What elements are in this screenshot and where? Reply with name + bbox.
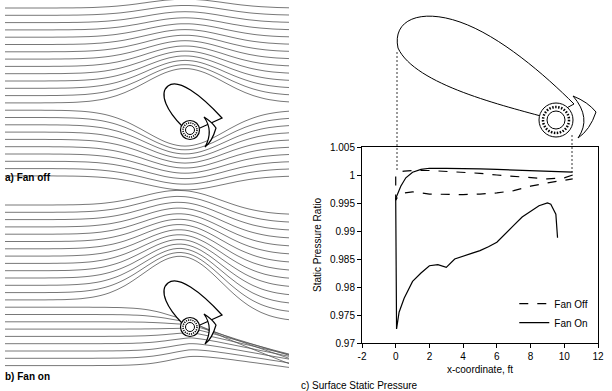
svg-text:0.97: 0.97	[336, 338, 356, 349]
svg-text:8: 8	[528, 351, 534, 362]
svg-text:Static Pressure Ratio: Static Pressure Ratio	[312, 198, 323, 292]
svg-text:c) Surface Static Pressure: c) Surface Static Pressure	[301, 380, 418, 391]
svg-text:6: 6	[494, 351, 500, 362]
svg-text:0.995: 0.995	[330, 198, 355, 209]
svg-text:b) Fan on: b) Fan on	[5, 371, 50, 382]
svg-text:1.005: 1.005	[330, 142, 355, 153]
svg-text:4: 4	[460, 351, 466, 362]
svg-text:0.975: 0.975	[330, 310, 355, 321]
svg-text:2: 2	[427, 351, 433, 362]
svg-text:Fan On: Fan On	[554, 318, 587, 329]
svg-text:12: 12	[592, 351, 604, 362]
svg-text:Fan Off: Fan Off	[554, 299, 587, 310]
svg-text:0.985: 0.985	[330, 254, 355, 265]
svg-text:0.98: 0.98	[336, 282, 356, 293]
svg-text:-2: -2	[358, 351, 367, 362]
svg-text:0.99: 0.99	[336, 226, 356, 237]
svg-text:10: 10	[559, 351, 571, 362]
svg-text:x-coordinate, ft: x-coordinate, ft	[447, 364, 513, 375]
svg-text:1: 1	[349, 170, 355, 181]
svg-text:0: 0	[393, 351, 399, 362]
svg-text:a) Fan off: a) Fan off	[5, 172, 51, 183]
